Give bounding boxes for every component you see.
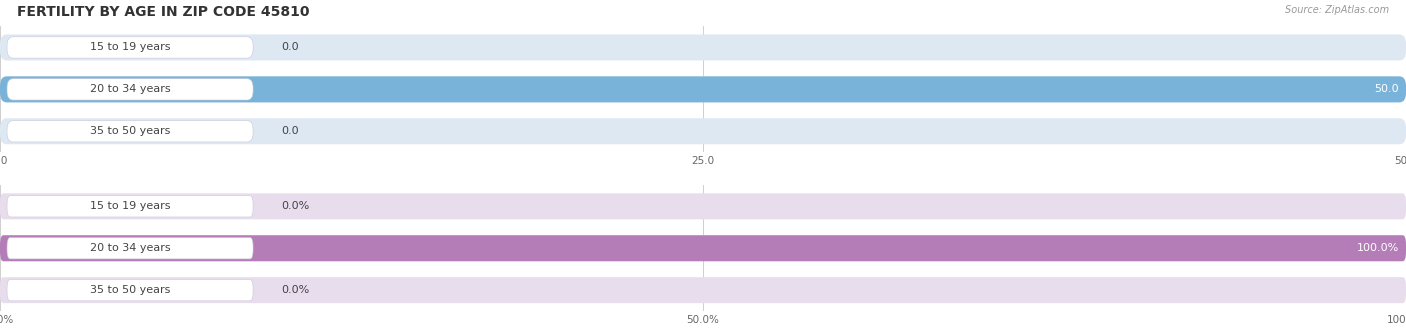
FancyBboxPatch shape bbox=[7, 120, 253, 142]
Text: 50.0: 50.0 bbox=[1374, 84, 1399, 94]
FancyBboxPatch shape bbox=[0, 235, 1406, 261]
Text: 35 to 50 years: 35 to 50 years bbox=[90, 126, 170, 136]
Text: 0.0%: 0.0% bbox=[281, 201, 309, 211]
Text: Source: ZipAtlas.com: Source: ZipAtlas.com bbox=[1285, 5, 1389, 15]
FancyBboxPatch shape bbox=[0, 235, 1406, 261]
Text: 100.0%: 100.0% bbox=[1357, 243, 1399, 253]
FancyBboxPatch shape bbox=[0, 76, 1406, 102]
FancyBboxPatch shape bbox=[7, 37, 253, 58]
Text: 20 to 34 years: 20 to 34 years bbox=[90, 84, 170, 94]
Text: 15 to 19 years: 15 to 19 years bbox=[90, 42, 170, 52]
FancyBboxPatch shape bbox=[7, 279, 253, 301]
Text: 15 to 19 years: 15 to 19 years bbox=[90, 201, 170, 211]
FancyBboxPatch shape bbox=[0, 118, 1406, 144]
Text: 20 to 34 years: 20 to 34 years bbox=[90, 243, 170, 253]
Text: 0.0: 0.0 bbox=[281, 42, 299, 52]
Text: 35 to 50 years: 35 to 50 years bbox=[90, 285, 170, 295]
FancyBboxPatch shape bbox=[7, 238, 253, 259]
Text: FERTILITY BY AGE IN ZIP CODE 45810: FERTILITY BY AGE IN ZIP CODE 45810 bbox=[17, 5, 309, 19]
FancyBboxPatch shape bbox=[7, 79, 253, 100]
FancyBboxPatch shape bbox=[0, 277, 1406, 303]
Text: 0.0%: 0.0% bbox=[281, 285, 309, 295]
FancyBboxPatch shape bbox=[0, 34, 1406, 61]
FancyBboxPatch shape bbox=[0, 76, 1406, 102]
FancyBboxPatch shape bbox=[7, 196, 253, 217]
Text: 0.0: 0.0 bbox=[281, 126, 299, 136]
FancyBboxPatch shape bbox=[0, 193, 1406, 219]
